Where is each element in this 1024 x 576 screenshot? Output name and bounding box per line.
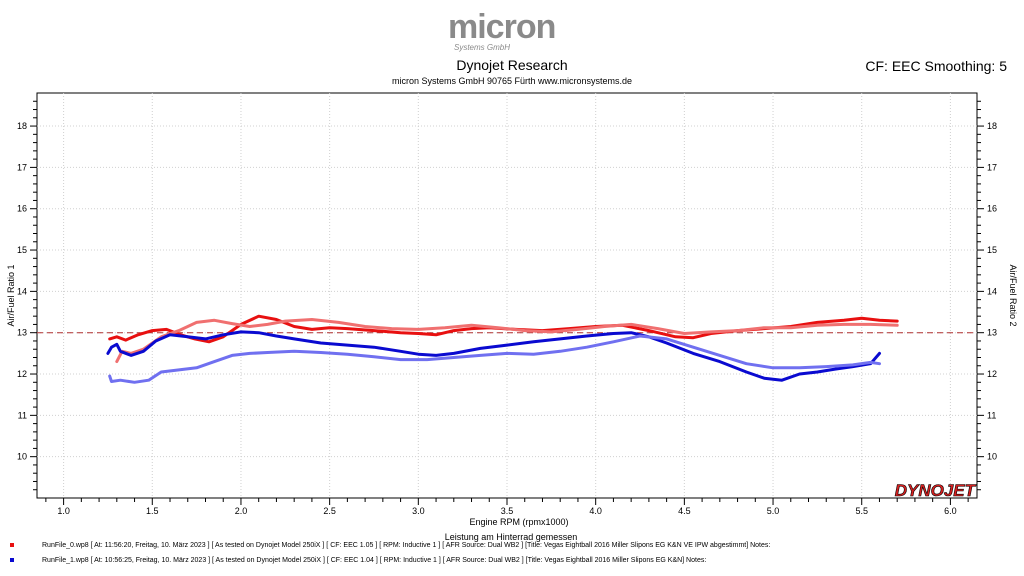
y-left-tick-label: 17 bbox=[17, 162, 27, 172]
y-left-axis-label: Air/Fuel Ratio 1 bbox=[6, 264, 16, 326]
y-right-tick-label: 16 bbox=[987, 204, 997, 214]
y-left-tick-label: 10 bbox=[17, 452, 27, 462]
y-left-tick-label: 12 bbox=[17, 369, 27, 379]
legend-run0: RunFile_0.wp8 [ At: 11:56:20, Freitag, 1… bbox=[10, 542, 770, 549]
run1-color-swatch bbox=[10, 558, 14, 563]
x-tick-label: 5.5 bbox=[855, 506, 868, 516]
x-tick-label: 1.0 bbox=[57, 506, 70, 516]
run1-description: RunFile_1.wp8 [ At: 10:56:25, Freitag, 1… bbox=[42, 557, 707, 564]
y-right-tick-label: 13 bbox=[987, 328, 997, 338]
y-right-tick-label: 11 bbox=[987, 410, 996, 420]
y-left-tick-label: 15 bbox=[17, 245, 27, 255]
y-left-tick-label: 14 bbox=[17, 286, 27, 296]
dynojet-logo: DYNOJET bbox=[894, 481, 977, 501]
run0-color-swatch bbox=[10, 543, 14, 548]
dynojet-logo-text: DYNOJET bbox=[895, 481, 977, 500]
x-tick-label: 2.0 bbox=[235, 506, 248, 516]
logo-text: micron bbox=[448, 8, 556, 46]
x-tick-label: 3.0 bbox=[412, 506, 425, 516]
y-right-tick-label: 12 bbox=[987, 369, 997, 379]
chart-subtitle: micron Systems GmbH 90765 Fürth www.micr… bbox=[391, 76, 633, 86]
y-right-tick-label: 15 bbox=[987, 245, 997, 255]
y-left-tick-label: 13 bbox=[17, 328, 27, 338]
x-tick-label: 1.5 bbox=[146, 506, 159, 516]
x-tick-label: 3.5 bbox=[501, 506, 514, 516]
series-line-1 bbox=[115, 318, 899, 364]
x-axis-label: Engine RPM (rpmx1000) bbox=[469, 517, 568, 527]
x-tick-label: 5.0 bbox=[767, 506, 780, 516]
x-axis-note: Leistung am Hinterrad gemessen bbox=[445, 532, 578, 542]
y-right-axis-label: Air/Fuel Ratio 2 bbox=[1008, 264, 1018, 326]
y-right-tick-label: 14 bbox=[987, 286, 997, 296]
y-right-tick-label: 17 bbox=[987, 162, 997, 172]
y-left-tick-label: 18 bbox=[17, 121, 27, 131]
y-left-tick-label: 16 bbox=[17, 204, 27, 214]
series-line-3 bbox=[108, 334, 881, 384]
y-right-tick-label: 10 bbox=[987, 452, 997, 462]
x-tick-label: 6.0 bbox=[944, 506, 957, 516]
x-tick-label: 4.5 bbox=[678, 506, 691, 516]
y-right-tick-label: 18 bbox=[987, 121, 997, 131]
run0-description: RunFile_0.wp8 [ At: 11:56:20, Freitag, 1… bbox=[42, 542, 771, 549]
legend-run1: RunFile_1.wp8 [ At: 10:56:25, Freitag, 1… bbox=[10, 557, 706, 564]
y-left-tick-label: 11 bbox=[18, 410, 27, 420]
x-tick-label: 4.0 bbox=[589, 506, 602, 516]
micron-logo: micron Systems GmbH bbox=[448, 6, 578, 54]
chart-title: Dynojet Research bbox=[456, 57, 568, 73]
series-line-2 bbox=[106, 330, 881, 382]
x-tick-label: 2.5 bbox=[323, 506, 336, 516]
correction-factor-label: CF: EEC Smoothing: 5 bbox=[865, 58, 1007, 74]
logo-subtext: Systems GmbH bbox=[454, 43, 511, 52]
